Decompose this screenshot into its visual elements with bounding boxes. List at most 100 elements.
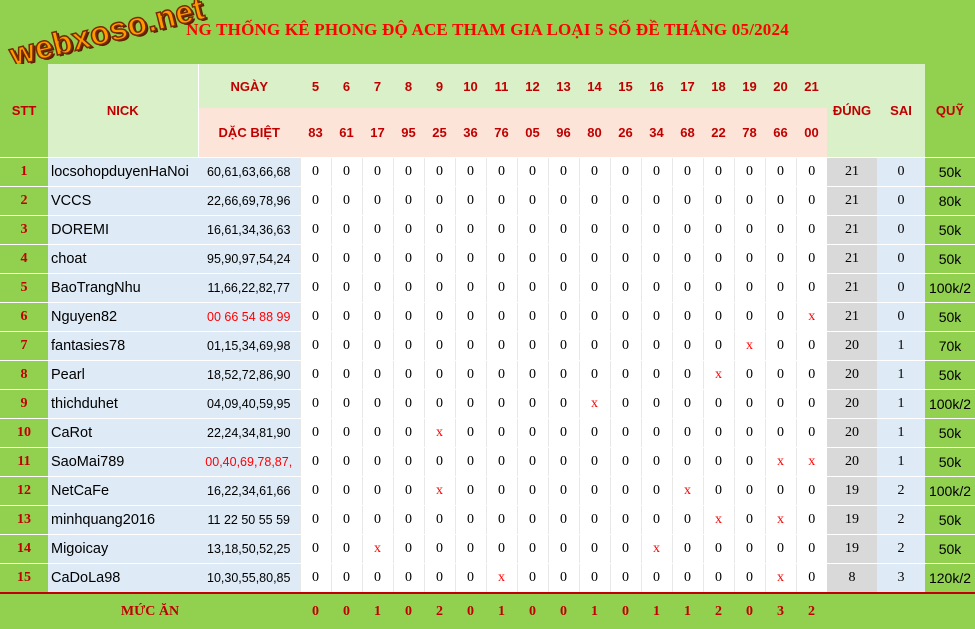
result-cell: 0 xyxy=(640,505,672,535)
row-quy: 100k/2 xyxy=(925,476,975,506)
row-nick: NetCaFe xyxy=(48,476,198,506)
result-cell: 0 xyxy=(578,476,610,506)
row-sai: 0 xyxy=(877,273,925,303)
result-cell: 0 xyxy=(671,563,703,594)
row-quy: 50k xyxy=(925,302,975,332)
row-stt: 15 xyxy=(0,563,48,594)
result-cell: 0 xyxy=(485,389,517,419)
special-number: 36 xyxy=(455,108,486,158)
row-stt: 13 xyxy=(0,505,48,535)
row-special-picks: 01,15,34,69,98 xyxy=(198,331,300,361)
row-stt: 10 xyxy=(0,418,48,448)
result-cell: 0 xyxy=(516,157,548,187)
result-cell: 0 xyxy=(361,331,393,361)
result-cell: 0 xyxy=(547,302,579,332)
row-nick: fantasies78 xyxy=(48,331,198,361)
row-dung: 21 xyxy=(827,186,877,216)
header-nick: NICK xyxy=(48,64,198,158)
result-cell: 0 xyxy=(361,418,393,448)
result-cell: 0 xyxy=(392,215,424,245)
result-cell: 0 xyxy=(485,534,517,564)
result-cell: 0 xyxy=(640,360,672,390)
result-cell: 0 xyxy=(392,476,424,506)
result-cell: 0 xyxy=(547,273,579,303)
row-nick: locsohopduyenHaNoi xyxy=(48,157,198,187)
row-sai: 0 xyxy=(877,215,925,245)
row-nick: minhquang2016 xyxy=(48,505,198,535)
special-number: 61 xyxy=(331,108,362,158)
result-cell: 0 xyxy=(516,302,548,332)
result-cell: 0 xyxy=(671,534,703,564)
result-cell: 0 xyxy=(764,302,796,332)
row-stt: 4 xyxy=(0,244,48,274)
day-header: 14 xyxy=(579,64,610,108)
result-cell: 0 xyxy=(640,186,672,216)
row-stt: 8 xyxy=(0,360,48,390)
result-cell: 0 xyxy=(516,331,548,361)
result-cell: 0 xyxy=(547,389,579,419)
special-number: 68 xyxy=(672,108,703,158)
result-cell: 0 xyxy=(578,186,610,216)
result-cell: 0 xyxy=(671,244,703,274)
footer-value: 0 xyxy=(393,592,424,629)
row-special-picks: 00,40,69,78,87, xyxy=(198,447,300,477)
result-cell: 0 xyxy=(392,157,424,187)
result-cell: 0 xyxy=(764,157,796,187)
row-special-picks: 00 66 54 88 99 xyxy=(198,302,300,332)
result-cell: 0 xyxy=(454,215,486,245)
day-header: 16 xyxy=(641,64,672,108)
row-sai: 0 xyxy=(877,186,925,216)
row-special-picks: 60,61,63,66,68 xyxy=(198,157,300,187)
result-cell: 0 xyxy=(640,476,672,506)
result-cell: 0 xyxy=(547,563,579,594)
result-cell: 0 xyxy=(671,505,703,535)
result-cell: 0 xyxy=(330,331,362,361)
result-cell: 0 xyxy=(485,244,517,274)
result-cell: 0 xyxy=(702,534,734,564)
result-cell: 0 xyxy=(423,534,455,564)
result-cell: 0 xyxy=(423,389,455,419)
result-cell: 0 xyxy=(671,186,703,216)
footer-value: 1 xyxy=(672,592,703,629)
result-cell: 0 xyxy=(454,505,486,535)
result-cell: 0 xyxy=(299,389,331,419)
result-cell: 0 xyxy=(547,331,579,361)
result-cell: 0 xyxy=(702,418,734,448)
result-cell: 0 xyxy=(330,302,362,332)
row-sai: 2 xyxy=(877,534,925,564)
result-cell: 0 xyxy=(640,331,672,361)
result-cell: 0 xyxy=(423,215,455,245)
result-cell: 0 xyxy=(361,273,393,303)
footer-value: 1 xyxy=(362,592,393,629)
result-cell: 0 xyxy=(671,273,703,303)
row-dung: 19 xyxy=(827,505,877,535)
result-cell: 0 xyxy=(454,447,486,477)
row-special-picks: 22,24,34,81,90 xyxy=(198,418,300,448)
result-cell: 0 xyxy=(609,273,641,303)
result-cell: 0 xyxy=(671,418,703,448)
result-cell: 0 xyxy=(764,186,796,216)
result-cell: 0 xyxy=(361,505,393,535)
result-cell: 0 xyxy=(423,505,455,535)
row-quy: 80k xyxy=(925,186,975,216)
row-quy: 50k xyxy=(925,215,975,245)
result-cell: 0 xyxy=(330,563,362,594)
row-dung: 20 xyxy=(827,360,877,390)
title-bar xyxy=(0,0,975,64)
table-row: 9 thichduhet 04,09,40,59,95 0 0 0 0 0 0 0 0 0 x 0 0 0 0 0… xyxy=(0,389,975,419)
result-cell: 0 xyxy=(671,331,703,361)
result-cell: 0 xyxy=(423,157,455,187)
result-cell: 0 xyxy=(454,273,486,303)
row-stt: 3 xyxy=(0,215,48,245)
row-stt: 7 xyxy=(0,331,48,361)
result-cell: 0 xyxy=(795,273,827,303)
result-cell: 0 xyxy=(733,447,765,477)
result-cell: 0 xyxy=(516,215,548,245)
result-cell: 0 xyxy=(702,563,734,594)
result-cell: x xyxy=(671,476,703,506)
row-dung: 21 xyxy=(827,302,877,332)
table-row: 6 Nguyen82 00 66 54 88 99 0 0 0 0 0 0 0 0 0 0 0 0 0 0 0 0 x… xyxy=(0,302,975,332)
result-cell: 0 xyxy=(640,447,672,477)
result-cell: 0 xyxy=(299,418,331,448)
result-cell: 0 xyxy=(299,563,331,594)
